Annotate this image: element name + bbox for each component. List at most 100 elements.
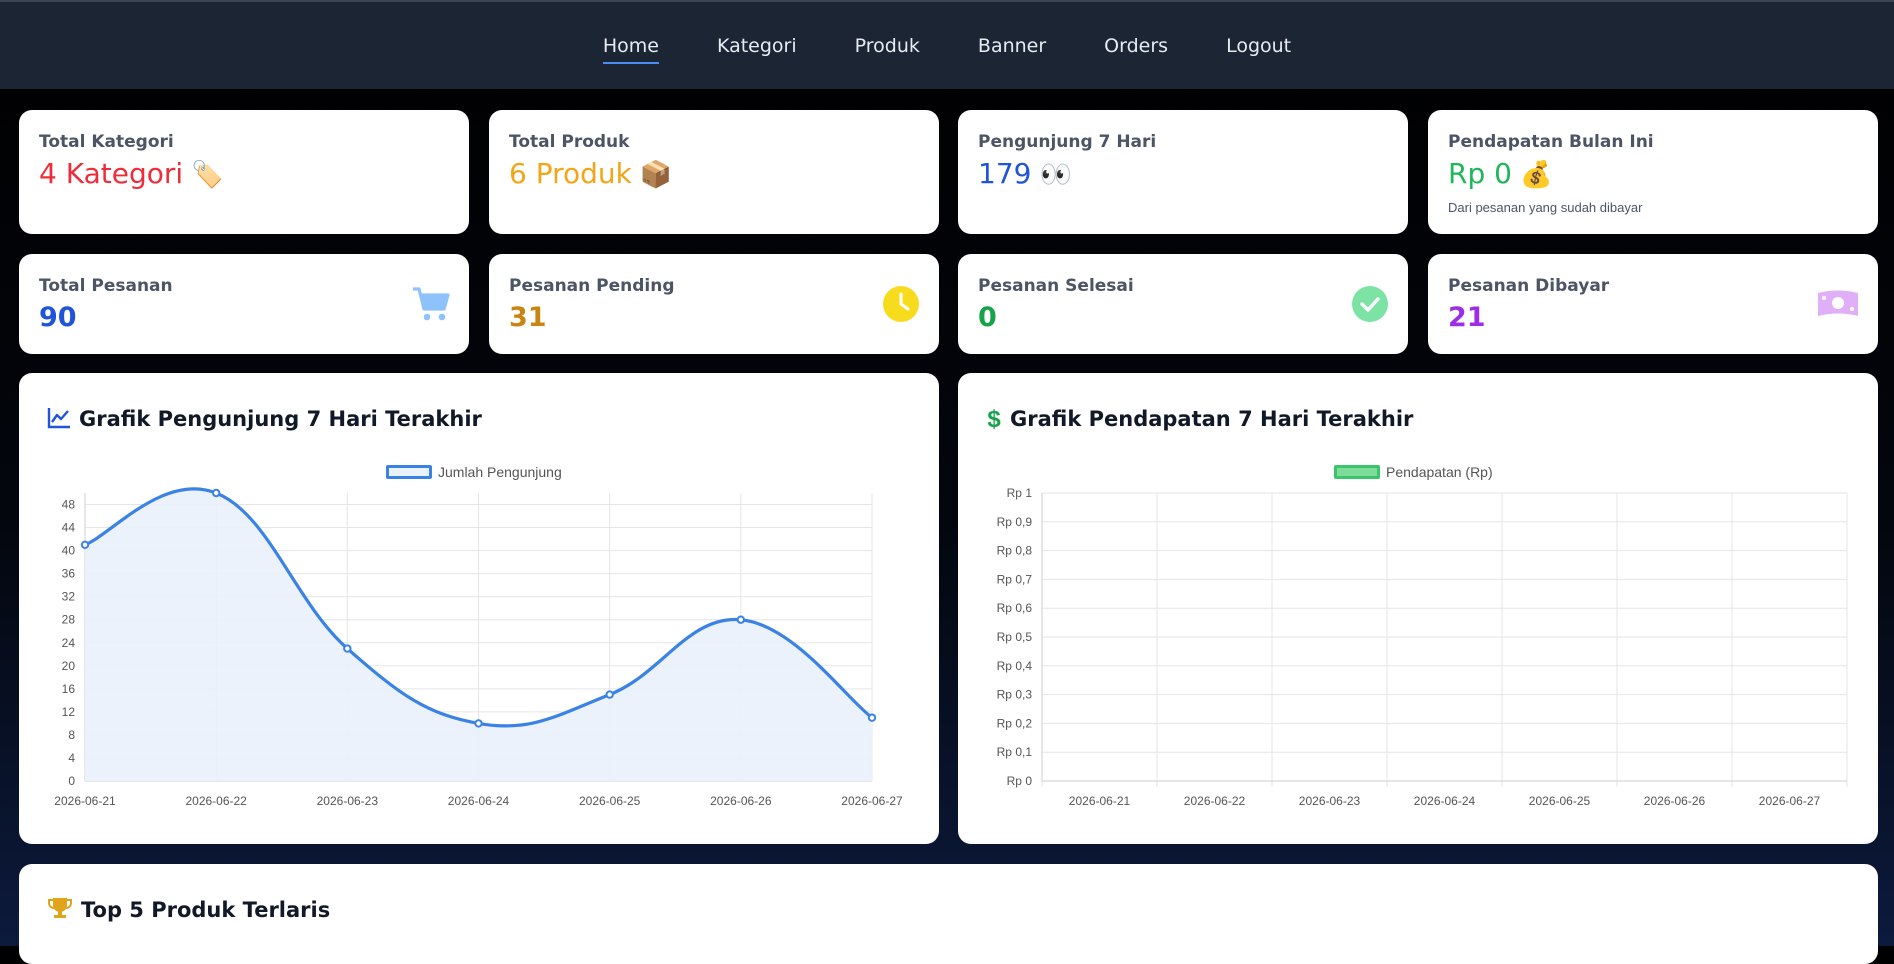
stat-card-total-kategori: Total Kategori 4 Kategori 🏷️ [19,110,469,234]
x-tick-label: 2026-06-27 [841,794,903,808]
cart-icon [413,287,450,321]
clock-icon [883,286,919,322]
stat-value: 21 [1448,302,1486,333]
y-tick-label: 8 [68,728,75,742]
line-chart-icon [47,408,70,429]
y-tick-label: 4 [68,751,75,765]
stat-subtext: Dari pesanan yang sudah dibayar [1448,200,1643,215]
x-tick-label: 2026-06-25 [579,794,641,808]
y-tick-label: Rp 0,4 [997,659,1033,673]
stat-card-pengunjung: Pengunjung 7 Hari 179 👀 [958,110,1408,234]
nav-home[interactable]: Home [602,35,659,64]
legend-swatch [386,465,432,479]
y-tick-label: 16 [62,682,76,696]
money-bill-icon [1818,290,1858,316]
y-tick-label: 40 [62,544,76,558]
y-tick-label: 24 [62,636,76,650]
data-point [343,644,352,653]
eyes-icon: 👀 [1039,160,1072,190]
legend-swatch [1334,465,1380,479]
stat-label: Pendapatan Bulan Ini [1448,132,1654,152]
x-tick-label: 2026-06-27 [1759,794,1821,808]
data-point [80,540,90,550]
svg-text:$: $ [987,406,1001,431]
y-tick-label: 44 [62,521,76,535]
top-products-panel: Top 5 Produk Terlaris [19,864,1878,964]
stat-value: 4 Kategori 🏷️ [39,157,224,190]
stat-value: 0 [978,302,997,333]
nav-list: Home Kategori Produk Banner Orders Logou… [0,35,1894,64]
stat-card-pesanan-pending: Pesanan Pending 31 [489,254,939,354]
x-tick-label: 2026-06-26 [1644,794,1706,808]
legend-label: Jumlah Pengunjung [438,464,562,480]
stat-card-pesanan-selesai: Pesanan Selesai 0 [958,254,1408,354]
stat-value-text: 179 [978,157,1032,190]
x-tick-label: 2026-06-22 [1184,794,1246,808]
dollar-icon: $ [987,406,1001,431]
stat-value: Rp 0 💰 [1448,157,1552,190]
package-icon: 📦 [639,160,673,190]
panel-title: Grafik Pendapatan 7 Hari Terakhir [1010,407,1414,431]
y-tick-label: 48 [62,498,76,512]
chart-legend[interactable]: Pendapatan (Rp) [1334,464,1493,480]
revenue-chart: Rp 0 Rp 0,1 Rp 0,2 Rp 0,3 Rp 0,4 Rp 0,5 Rp 0,6… [997,486,1848,808]
stat-card-total-produk: Total Produk 6 Produk 📦 [489,110,939,234]
stat-label: Pesanan Dibayar [1448,276,1610,296]
stat-label: Total Pesanan [39,276,173,296]
trophy-icon [48,898,72,918]
y-tick-label: 12 [62,705,76,719]
stat-card-total-pesanan: Total Pesanan 90 [19,254,469,354]
y-tick-label: Rp 1 [1007,486,1033,500]
nav-orders[interactable]: Orders [1104,35,1169,57]
x-tick-label: 2026-06-26 [710,794,772,808]
panel-title: Grafik Pengunjung 7 Hari Terakhir [79,407,482,431]
top-navbar: Home Kategori Produk Banner Orders Logou… [0,0,1894,89]
stat-card-pendapatan: Pendapatan Bulan Ini Rp 0 💰 Dari pesanan … [1428,110,1878,234]
data-point [211,488,221,498]
x-tick-label: 2026-06-24 [1414,794,1476,808]
y-tick-label: Rp 0,3 [997,688,1033,702]
data-point [867,713,877,722]
data-point [605,690,614,699]
nav-logout[interactable]: Logout [1226,35,1292,57]
visitor-chart-panel: Grafik Pengunjung 7 Hari Terakhir Jumlah… [19,373,939,844]
y-tick-label: Rp 0,5 [997,630,1033,644]
nav-banner[interactable]: Banner [977,35,1047,57]
x-tick-label: 2026-06-25 [1529,794,1591,808]
stat-value: 6 Produk 📦 [509,157,672,190]
nav-produk[interactable]: Produk [854,35,920,57]
stat-value: 179 👀 [978,157,1072,190]
stat-label: Total Kategori [39,132,174,152]
stat-value-text: Rp 0 [1448,157,1512,190]
stat-value: 90 [39,302,77,333]
x-tick-label: 2026-06-21 [54,794,116,808]
stat-label: Pengunjung 7 Hari [978,132,1157,152]
y-tick-label: Rp 0,7 [997,572,1033,586]
y-tick-label: 20 [62,659,76,673]
x-tick-label: 2026-06-22 [185,794,247,808]
money-bag-icon: 💰 [1519,160,1553,190]
y-tick-label: 36 [62,567,76,581]
check-circle-icon [1352,286,1388,322]
stat-value-text: 4 Kategori [39,157,184,190]
x-tick-label: 2026-06-21 [1069,794,1131,808]
stat-label: Pesanan Selesai [978,276,1134,296]
x-tick-label: 2026-06-23 [1299,794,1361,808]
y-tick-label: Rp 0,9 [997,515,1033,529]
panel-title: Top 5 Produk Terlaris [81,898,331,922]
legend-label: Pendapatan (Rp) [1386,464,1493,480]
data-point [736,615,746,624]
stat-value-text: 6 Produk [509,157,632,190]
chart-legend[interactable]: Jumlah Pengunjung [386,464,562,480]
y-tick-label: Rp 0 [1007,774,1033,788]
stat-card-pesanan-dibayar: Pesanan Dibayar 21 [1428,254,1878,354]
stat-value: 31 [509,302,547,333]
y-tick-label: 0 [68,774,75,788]
y-tick-label: Rp 0,6 [997,601,1033,615]
y-tick-label: 32 [62,590,76,604]
revenue-chart-panel: $ Grafik Pendapatan 7 Hari Terakhir Pend… [958,373,1878,844]
nav-kategori[interactable]: Kategori [716,35,797,57]
data-point [474,719,483,728]
y-tick-label: 28 [62,613,76,627]
